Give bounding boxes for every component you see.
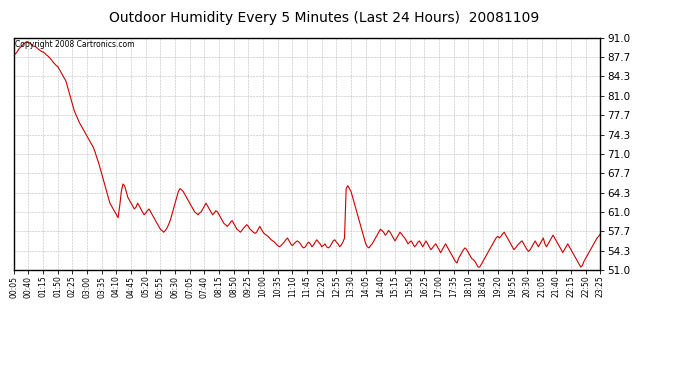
Text: Outdoor Humidity Every 5 Minutes (Last 24 Hours)  20081109: Outdoor Humidity Every 5 Minutes (Last 2… [109, 11, 540, 25]
Text: Copyright 2008 Cartronics.com: Copyright 2008 Cartronics.com [15, 40, 135, 49]
